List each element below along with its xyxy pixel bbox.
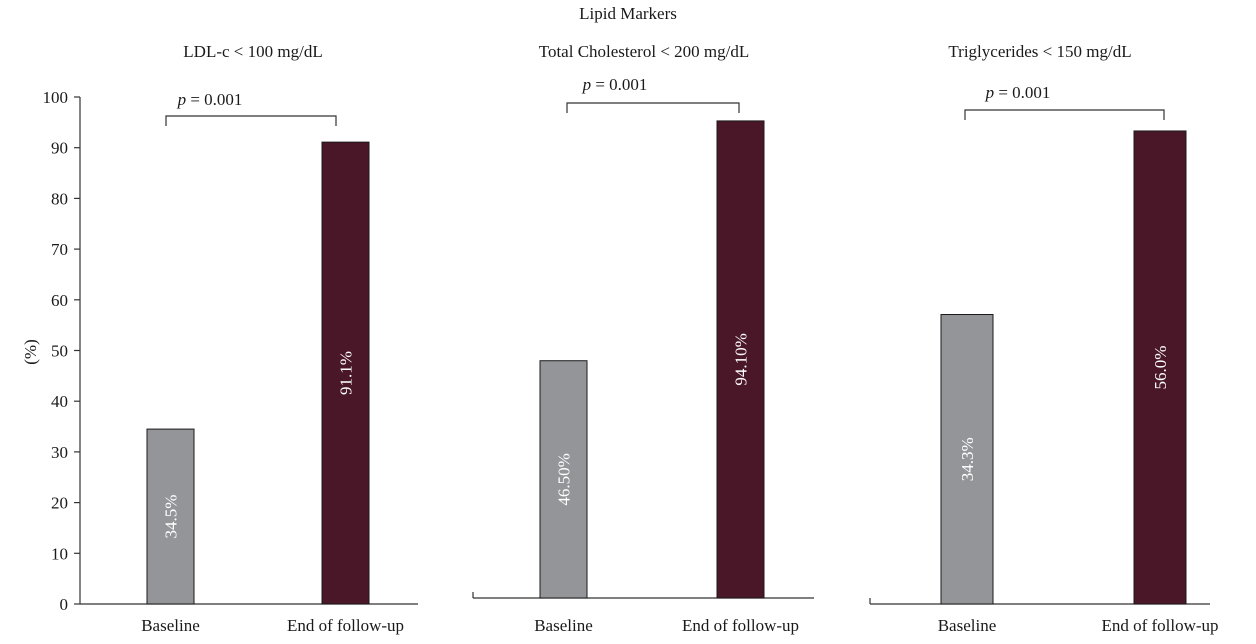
x-tick-label: Baseline <box>141 616 200 635</box>
bar-data-label: 94.10% <box>732 333 751 385</box>
x-tick-label: Baseline <box>938 616 997 635</box>
significance-bracket <box>165 115 337 126</box>
bar-data-label: 34.5% <box>162 495 181 539</box>
p-value-text: = 0.001 <box>994 83 1050 102</box>
y-tick-label: 30 <box>51 443 68 462</box>
chart-title: Lipid Markers <box>579 4 677 23</box>
bar <box>539 360 588 599</box>
y-tick-label: 60 <box>51 291 68 310</box>
y-tick-label: 10 <box>51 544 68 563</box>
p-value-annotation: p = 0.001 <box>985 83 1051 102</box>
bar-data-label: 56.0% <box>1151 346 1170 390</box>
bar-data-label: 34.3% <box>958 437 977 481</box>
y-tick-label: 90 <box>51 139 68 158</box>
x-tick-label: End of follow-up <box>287 616 404 635</box>
p-value-text: = 0.001 <box>591 75 647 94</box>
y-tick-label: 20 <box>51 494 68 513</box>
y-tick-label: 70 <box>51 240 68 259</box>
significance-bracket <box>566 102 740 113</box>
bar-data-label: 91.1% <box>337 351 356 395</box>
bar-data-label: 46.50% <box>555 453 574 505</box>
x-tick-label: End of follow-up <box>682 616 799 635</box>
bar <box>1133 130 1187 605</box>
bar <box>321 141 370 605</box>
p-value-annotation: p = 0.001 <box>582 75 648 94</box>
x-tick-label: Baseline <box>534 616 593 635</box>
bar <box>146 428 195 605</box>
y-tick-label: 80 <box>51 189 68 208</box>
panel-title: Triglycerides < 150 mg/dL <box>948 42 1131 61</box>
y-tick-label: 0 <box>60 595 69 614</box>
x-tick-label: End of follow-up <box>1101 616 1218 635</box>
bar <box>940 314 994 605</box>
bar <box>716 120 765 599</box>
p-value-symbol: p <box>985 83 995 102</box>
p-value-annotation: p = 0.001 <box>177 90 243 109</box>
p-value-symbol: p <box>177 90 187 109</box>
p-value-text: = 0.001 <box>186 90 242 109</box>
y-tick-label: 100 <box>43 88 69 107</box>
significance-bracket <box>964 109 1165 120</box>
y-tick-label: 40 <box>51 392 68 411</box>
p-value-symbol: p <box>582 75 592 94</box>
panel-title: Total Cholesterol < 200 mg/dL <box>539 42 749 61</box>
y-tick-label: 50 <box>51 342 68 361</box>
panel-title: LDL-c < 100 mg/dL <box>183 42 322 61</box>
y-axis-label: (%) <box>21 339 40 364</box>
